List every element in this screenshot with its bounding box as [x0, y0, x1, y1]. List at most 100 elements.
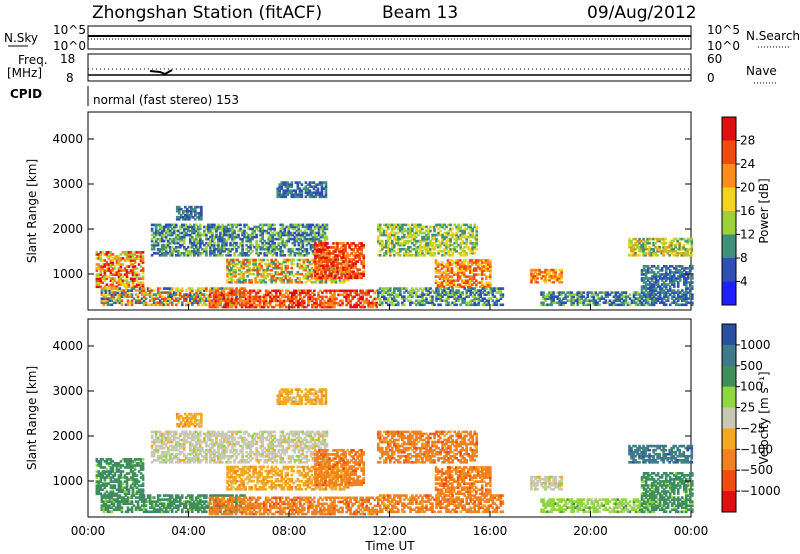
power-cell [342, 268, 345, 271]
power-cell [360, 276, 363, 280]
power-cell [197, 245, 200, 249]
power-cell [182, 225, 186, 229]
power-cell [253, 235, 256, 239]
power-cell [380, 247, 384, 251]
power-cell [113, 255, 117, 258]
power-cell [456, 273, 460, 276]
power-cell [301, 225, 305, 229]
power-cell [431, 241, 434, 245]
power-cell [324, 187, 328, 190]
power-cell [125, 273, 129, 276]
power-cell [391, 249, 394, 253]
power-cell [254, 260, 257, 264]
power-cell [458, 271, 462, 274]
power-cell [612, 301, 616, 305]
power-cell [182, 251, 186, 255]
power-cell [668, 245, 671, 249]
power-cell [608, 299, 612, 303]
power-cell [254, 297, 258, 301]
power-cell [128, 289, 132, 292]
power-cell [311, 249, 315, 253]
power-cell [358, 252, 361, 255]
power-cell [470, 261, 474, 264]
power-cell [417, 253, 420, 257]
power-cell [172, 223, 176, 227]
power-cell [444, 277, 448, 280]
power-cell [391, 227, 394, 231]
power-cell [225, 243, 228, 247]
power-cell [200, 215, 203, 219]
power-cell [676, 275, 680, 278]
power-cell [322, 246, 325, 249]
power-cell [469, 287, 473, 290]
power-cell [160, 235, 164, 239]
power-cell [340, 250, 343, 253]
power-cell [174, 239, 178, 243]
power-cell [180, 225, 184, 229]
power-cell [203, 247, 206, 251]
power-cell [447, 293, 450, 296]
power-cell [309, 233, 313, 237]
power-cell [616, 303, 620, 307]
power-cell [174, 247, 178, 251]
power-cell [211, 223, 214, 227]
power-cell [666, 277, 670, 280]
power-cell [144, 303, 148, 307]
power-cell [344, 262, 348, 266]
power-cell [291, 295, 294, 299]
power-cell [468, 281, 472, 285]
power-cell [582, 295, 586, 298]
power-cell [308, 181, 312, 184]
power-cell [229, 223, 232, 227]
power-cell [298, 276, 302, 280]
power-cell [323, 223, 327, 227]
power-cell [449, 289, 452, 292]
power-cell [456, 283, 460, 287]
power-cell [438, 283, 442, 287]
power-cell [578, 299, 582, 303]
power-cell [342, 252, 345, 255]
power-cell [590, 291, 594, 294]
power-cell [274, 278, 278, 282]
power-cell [415, 227, 418, 231]
power-cell [266, 293, 270, 297]
power-cell [303, 235, 307, 239]
power-cell [323, 225, 327, 229]
power-cell [288, 280, 292, 284]
power-cell [307, 293, 310, 297]
power-cell [640, 279, 644, 282]
power-cell [334, 246, 337, 249]
power-cell [484, 265, 488, 268]
power-cell [632, 251, 635, 255]
power-cell [241, 251, 244, 255]
power-cell [668, 269, 672, 272]
power-cell [164, 245, 168, 249]
power-cell [247, 235, 250, 239]
power-cell [447, 237, 450, 241]
power-cell [268, 297, 272, 301]
power-cell [640, 243, 643, 247]
power-cell [249, 245, 252, 249]
power-cell [271, 239, 275, 243]
power-cell [499, 287, 503, 290]
power-cell [668, 293, 672, 296]
power-cell [308, 193, 312, 197]
power-cell [235, 233, 238, 237]
power-cell [305, 251, 309, 255]
power-cell [462, 263, 466, 266]
power-cell [342, 254, 345, 257]
power-cell [322, 187, 326, 190]
power-cell [291, 291, 294, 295]
power-cell [330, 270, 334, 274]
power-cell [596, 297, 600, 301]
power-cell [688, 239, 692, 243]
power-cell [306, 272, 310, 276]
power-cell [186, 253, 190, 257]
power-cell [449, 229, 452, 233]
power-cell [648, 253, 651, 257]
power-cell [580, 301, 584, 305]
power-cell [274, 303, 278, 307]
power-cell [360, 260, 363, 263]
power-cell [150, 229, 154, 233]
power-cell [488, 269, 492, 272]
